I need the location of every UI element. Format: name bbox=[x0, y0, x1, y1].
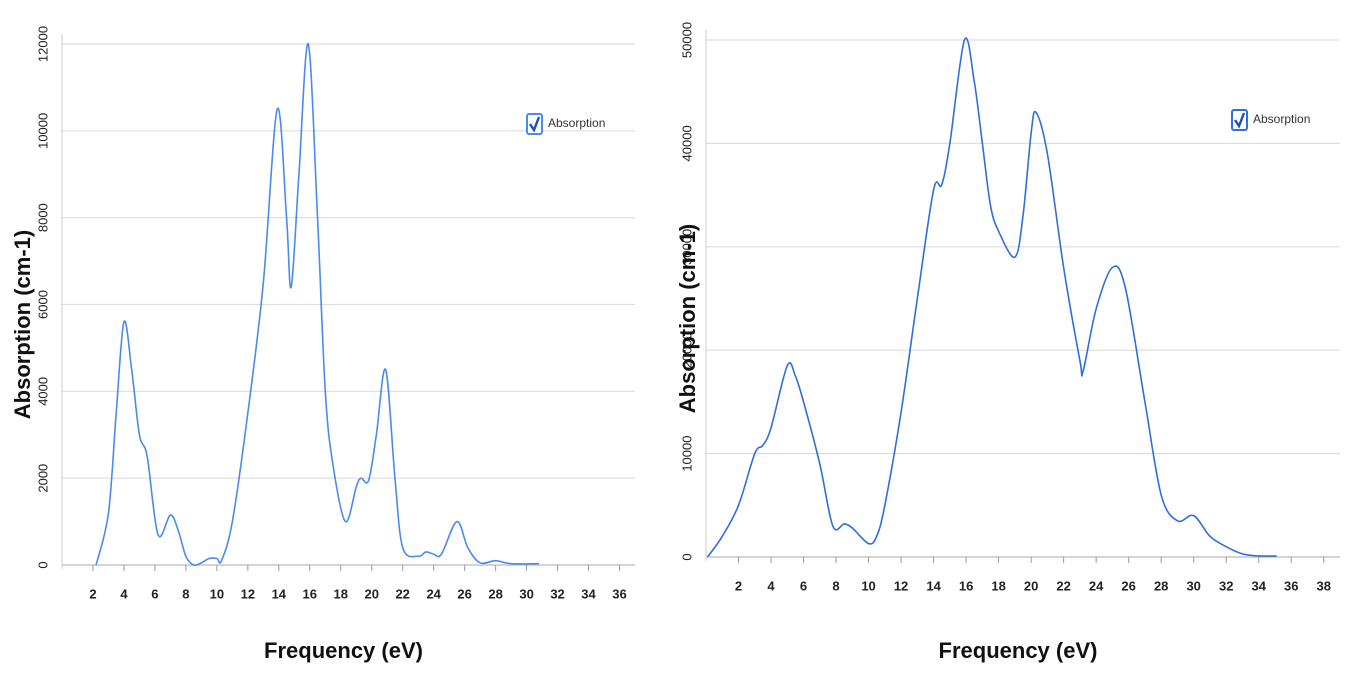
x-tick-label: 22 bbox=[395, 586, 409, 601]
x-tick-label: 18 bbox=[991, 578, 1005, 593]
x-tick-label: 32 bbox=[550, 586, 564, 601]
y-tick-label: 50000 bbox=[679, 22, 694, 58]
x-tick-label: 30 bbox=[519, 586, 533, 601]
x-tick-label: 10 bbox=[210, 586, 224, 601]
x-tick-label: 12 bbox=[894, 578, 908, 593]
y-tick-label: 30000 bbox=[679, 229, 694, 265]
x-tick-label: 4 bbox=[767, 578, 775, 593]
x-tick-label: 18 bbox=[334, 586, 348, 601]
y-tick-label: 6000 bbox=[35, 290, 50, 319]
y-tick-label: 0 bbox=[679, 553, 694, 560]
x-tick-label: 36 bbox=[612, 586, 626, 601]
x-tick-label: 32 bbox=[1219, 578, 1233, 593]
x-tick-label: 20 bbox=[364, 586, 378, 601]
x-tick-label: 36 bbox=[1284, 578, 1298, 593]
legend-item[interactable]: Absorption bbox=[1231, 109, 1310, 131]
x-tick-label: 8 bbox=[832, 578, 839, 593]
x-tick-label: 24 bbox=[426, 586, 441, 601]
x-tick-label: 34 bbox=[1251, 578, 1266, 593]
x-tick-label: 8 bbox=[182, 586, 189, 601]
x-tick-label: 22 bbox=[1056, 578, 1070, 593]
y-axis-title: Absorption (cm-1) bbox=[10, 230, 35, 419]
x-tick-label: 16 bbox=[303, 586, 317, 601]
x-tick-label: 4 bbox=[120, 586, 128, 601]
x-tick-label: 20 bbox=[1024, 578, 1038, 593]
y-tick-label: 20000 bbox=[679, 332, 694, 368]
x-tick-label: 26 bbox=[457, 586, 471, 601]
y-tick-label: 10000 bbox=[679, 436, 694, 472]
x-tick-label: 14 bbox=[272, 586, 287, 601]
x-axis-title: Frequency (eV) bbox=[264, 638, 423, 663]
x-tick-label: 24 bbox=[1089, 578, 1104, 593]
x-tick-label: 14 bbox=[926, 578, 941, 593]
legend-check bbox=[1234, 112, 1246, 129]
x-tick-label: 6 bbox=[800, 578, 807, 593]
legend-label: Absorption bbox=[1253, 112, 1310, 126]
x-tick-label: 38 bbox=[1317, 578, 1331, 593]
data-line bbox=[95, 43, 539, 567]
y-tick-label: 2000 bbox=[35, 464, 50, 493]
x-axis-title: Frequency (eV) bbox=[939, 638, 1098, 663]
y-axis-title: Absorption (cm-1) bbox=[675, 224, 700, 413]
x-tick-label: 12 bbox=[241, 586, 255, 601]
x-tick-label: 2 bbox=[735, 578, 742, 593]
y-tick-label: 40000 bbox=[679, 125, 694, 161]
x-tick-label: 6 bbox=[151, 586, 158, 601]
y-tick-label: 4000 bbox=[35, 377, 50, 406]
x-tick-label: 34 bbox=[581, 586, 596, 601]
legend-check bbox=[529, 116, 541, 133]
x-tick-label: 30 bbox=[1186, 578, 1200, 593]
legend-label: Absorption bbox=[548, 116, 605, 130]
x-tick-label: 28 bbox=[488, 586, 502, 601]
legend-item[interactable]: Absorption bbox=[526, 113, 605, 135]
x-tick-label: 2 bbox=[89, 586, 96, 601]
x-tick-label: 10 bbox=[861, 578, 875, 593]
y-tick-label: 12000 bbox=[35, 26, 50, 62]
data-line bbox=[706, 37, 1277, 558]
x-tick-label: 28 bbox=[1154, 578, 1168, 593]
x-tick-label: 16 bbox=[959, 578, 973, 593]
y-tick-label: 10000 bbox=[35, 113, 50, 149]
y-tick-label: 8000 bbox=[35, 203, 50, 232]
x-tick-label: 26 bbox=[1121, 578, 1135, 593]
y-tick-label: 0 bbox=[35, 561, 50, 568]
